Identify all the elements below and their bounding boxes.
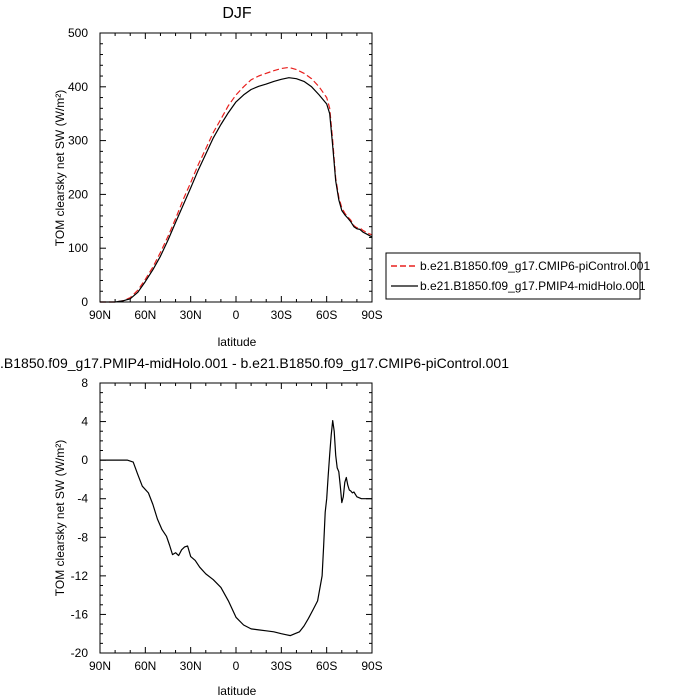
panel-top-ytick-label: 200 [68,187,88,201]
panel-bottom-ytick-label: 4 [81,415,88,429]
panel-top-xlabel: latitude [218,335,257,349]
panel-bottom-xlabel: latitude [218,684,257,698]
panel-bottom-xtick-label: 30S [271,659,292,673]
panel-bottom-series-line-0 [100,420,372,637]
panel-bottom-ytick-label: -16 [71,607,89,621]
panel-top-ytick-label: 300 [68,134,88,148]
panel-bottom-xtick-label: 60N [134,659,156,673]
panel-top-series-line-0 [100,66,373,303]
panel-top-frame [99,32,373,303]
panel-top-ytick-label: 400 [68,80,88,94]
panel-bottom-xtick-label: 30N [180,659,202,673]
panel-top-xtick-label: 30S [271,308,292,322]
panel-bottom-ytick-label: 0 [81,453,88,467]
legend-box [385,252,641,300]
panel-bottom-ylabel: TOM clearsky net SW (W/m²) [53,440,67,596]
panel-top-ytick-label: 100 [68,241,88,255]
panel-top-series-line-1 [100,77,373,303]
panel-top-ytick-label: 500 [68,26,88,40]
panel-top-xtick-label: 90N [89,308,111,322]
panel-top: DJF TOM clearsky net SW (W/m²) latitude … [53,5,383,349]
panel-top-ytick-label: 0 [81,295,88,309]
panel-bottom-ytick-label: -8 [77,530,88,544]
panel-bottom: b.e21.B1850.f09_g17.PMIP4-midHolo.001 - … [0,355,509,698]
panel-bottom-xtick-label: 90N [89,659,111,673]
panel-top-xtick-label: 0 [233,308,240,322]
panel-bottom-ytick-label: -20 [71,646,89,660]
panel-top-title: DJF [222,5,252,22]
panel-bottom-xtick-label: 90S [361,659,382,673]
panel-bottom-axes: 90N 60N 30N 0 30S 60S 90S -20 -16 -12 -8 -4 0 4 8 [71,376,383,673]
panel-top-axes: 90N 60N 30N 0 30S 60S 90S 0 100 200 300 400 500 [68,26,383,322]
panel-bottom-ytick-label: 8 [81,376,88,390]
panel-top-xtick-label: 60S [316,308,337,322]
panel-bottom-title: b.e21.B1850.f09_g17.PMIP4-midHolo.001 - … [0,355,509,371]
panel-bottom-xtick-label: 0 [233,659,240,673]
panel-bottom-xtick-label: 60S [316,659,337,673]
panel-bottom-ytick-label: -12 [71,569,89,583]
panel-top-xtick-label: 90S [361,308,382,322]
panel-bottom-series [100,420,372,637]
panel-top-xtick-label: 30N [180,308,202,322]
panel-top-series [100,66,373,303]
legend-label-midHolo: b.e21.B1850.f09_g17.PMIP4-midHolo.001 [420,279,646,293]
panel-top-xtick-label: 60N [134,308,156,322]
legend: b.e21.B1850.f09_g17.CMIP6-piControl.001 … [385,252,650,300]
panel-bottom-frame [99,382,373,654]
panel-bottom-ytick-label: -4 [77,492,88,506]
legend-label-piControl: b.e21.B1850.f09_g17.CMIP6-piControl.001 [420,259,650,273]
panel-top-ylabel: TOM clearsky net SW (W/m²) [53,90,67,246]
